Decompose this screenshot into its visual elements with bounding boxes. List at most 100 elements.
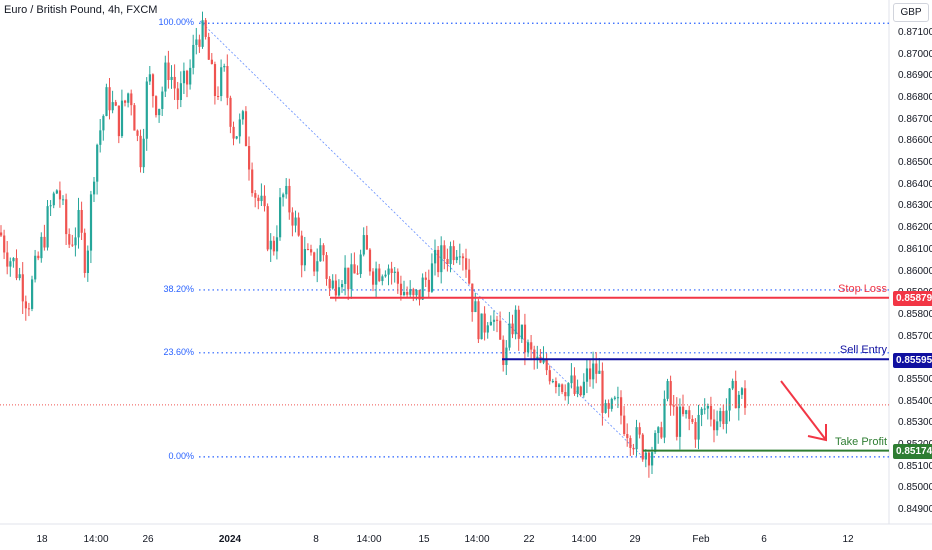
candle-up: [486, 325, 489, 333]
time-tick-label: 14:00: [356, 534, 382, 545]
candle-down: [322, 245, 325, 256]
candle-up: [474, 301, 477, 313]
candle-down: [130, 93, 133, 106]
price-tick-label: 0.86600: [898, 135, 932, 147]
candle-down: [155, 96, 158, 116]
candle-up: [421, 277, 424, 300]
candle-up: [220, 67, 223, 97]
candle-up: [719, 411, 722, 422]
candle-down: [24, 301, 27, 309]
price-tick-label: 0.85000: [898, 482, 932, 494]
candle-up: [610, 398, 613, 409]
candle-down: [530, 342, 533, 350]
candle-up: [275, 237, 279, 252]
candle-up: [362, 235, 365, 255]
candle-up: [737, 394, 740, 409]
candle-up: [49, 205, 52, 207]
candle-down: [186, 70, 189, 85]
candle-down: [365, 235, 368, 250]
candle-up: [279, 197, 282, 238]
candle-down: [378, 268, 381, 282]
candle-up: [201, 20, 204, 47]
candle-down: [71, 244, 74, 246]
candle-down: [545, 359, 548, 371]
candle-up: [238, 119, 241, 137]
candle-down: [390, 268, 393, 273]
candle-up: [189, 67, 192, 85]
candle-up: [480, 313, 483, 340]
candle-up: [282, 194, 285, 198]
candle-up: [269, 240, 272, 250]
chart-title: Euro / British Pound, 4h, FXCM: [4, 4, 158, 16]
candle-down: [564, 392, 567, 397]
candle-up: [74, 237, 77, 246]
candle-up: [654, 433, 657, 453]
candle-up: [415, 289, 418, 296]
candle-down: [136, 130, 139, 136]
price-tick-label: 0.86300: [898, 200, 932, 212]
candle-up: [350, 264, 353, 290]
candle-up: [12, 258, 15, 262]
candle-up: [235, 136, 238, 139]
fib-level-label: 23.60%: [163, 346, 194, 357]
candle-down: [114, 102, 117, 106]
candle-up: [331, 280, 334, 289]
candle-down: [244, 111, 248, 147]
candle-down: [65, 199, 68, 235]
candle-down: [412, 289, 415, 296]
candle-down: [744, 388, 747, 408]
price-tick-label: 0.87100: [898, 27, 932, 38]
candle-down: [626, 434, 629, 439]
price-tick-label: 0.85400: [898, 395, 932, 407]
candle-down: [499, 320, 502, 340]
candle-down: [263, 195, 266, 207]
candle-up: [294, 217, 297, 226]
candle-down: [176, 88, 179, 100]
candle-down: [347, 267, 350, 290]
candle-up: [93, 181, 96, 195]
candle-down: [310, 249, 313, 253]
candle-down: [226, 66, 229, 98]
candle-down: [43, 236, 46, 248]
candle-up: [678, 406, 682, 437]
candle-up: [319, 245, 322, 262]
candle-down: [151, 74, 155, 97]
candle-down: [601, 370, 604, 413]
candle-down: [709, 405, 713, 420]
candle-up: [508, 323, 511, 348]
time-tick-label: 8: [313, 534, 319, 545]
currency-selector[interactable]: GBP: [893, 3, 929, 22]
candle-up: [536, 356, 539, 360]
candle-up: [52, 193, 55, 206]
candle-up: [77, 209, 80, 238]
price-tick-label: 0.85700: [898, 330, 932, 342]
candle-up: [148, 74, 151, 82]
candle-up: [341, 283, 344, 288]
candle-down: [83, 232, 86, 273]
candle-down: [589, 368, 592, 380]
candle-up: [542, 359, 545, 363]
candle-up: [635, 427, 638, 450]
candle-up: [127, 93, 130, 103]
candle-down: [217, 95, 220, 97]
candle-down: [306, 248, 310, 250]
candle-up: [40, 236, 43, 259]
candle-down: [647, 452, 651, 466]
candle-down: [313, 252, 316, 272]
candle-down: [288, 185, 291, 213]
candle-down: [139, 135, 142, 168]
time-tick-label: 14:00: [571, 534, 597, 545]
candle-up: [663, 398, 666, 438]
candle-down: [620, 397, 623, 416]
candle-up: [458, 256, 461, 258]
candle-up: [285, 185, 288, 195]
candle-up: [195, 39, 198, 45]
candle-down: [124, 100, 127, 103]
candle-up: [145, 81, 148, 139]
candle-down: [669, 381, 672, 406]
candle-down: [328, 278, 331, 289]
candle-down: [133, 105, 136, 131]
candle-up: [375, 268, 378, 285]
candle-up: [520, 324, 523, 339]
